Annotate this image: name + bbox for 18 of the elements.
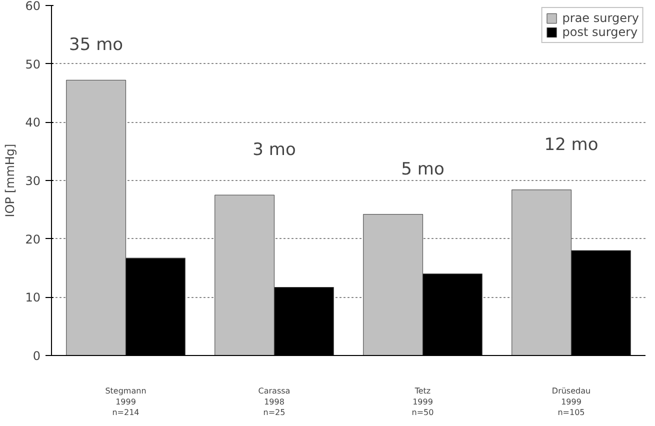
x-tick-label: Stegmann 1999 n=214 (105, 386, 146, 418)
annotation: 12 mo (544, 134, 598, 155)
y-tick-label: 30 (25, 174, 41, 188)
y-tick-label: 20 (25, 232, 41, 246)
annotation: 3 mo (252, 140, 296, 160)
x-tick-label: Carassa 1998 n=25 (258, 386, 290, 418)
x-tick-label: Drüsedau 1999 n=105 (552, 386, 591, 418)
annotation: 35 mo (69, 35, 124, 56)
y-tick-label: 60 (25, 0, 41, 13)
y-tick-label: 50 (25, 57, 41, 72)
x-tick-label: Tetz 1999 n=50 (412, 386, 434, 418)
y-tick-label: 40 (25, 116, 41, 130)
y-tick-label: 10 (25, 290, 41, 305)
legend-label: post surgery (562, 25, 638, 39)
legend-label: prae surgery (562, 11, 639, 25)
y-axis-title: IOP [mmHg] (3, 144, 18, 218)
y-tick-label: 0 (32, 349, 41, 363)
annotation: 5 mo (401, 159, 444, 180)
